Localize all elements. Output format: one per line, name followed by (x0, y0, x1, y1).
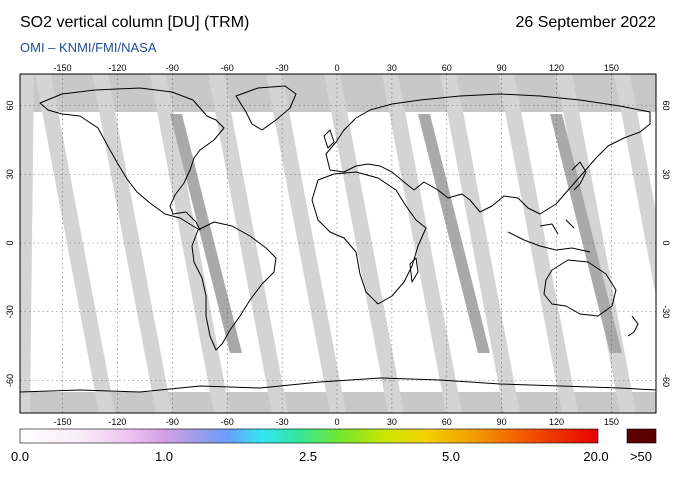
lon-tick-bottom-3: -60 (221, 417, 234, 427)
map-frame (19, 73, 657, 414)
swath-gap-11 (672, 74, 676, 413)
lat-tick-left-3: -30 (5, 305, 15, 318)
lon-tick-bottom-10: 150 (604, 417, 619, 427)
latitude-ticks-right: 60 30 0 -30 -60 (661, 100, 671, 387)
dark-strip-1 (418, 114, 490, 353)
colorbar-label-2: 2.5 (298, 449, 318, 464)
africa-coast (311, 171, 427, 305)
lon-tick-bottom-5: 0 (334, 417, 339, 427)
longitude-ticks-top: -150 -120 -90 -60 -30 0 30 60 90 120 150 (54, 63, 619, 73)
dark-strip-2 (550, 114, 622, 353)
lon-tick-top-0: -150 (54, 63, 72, 73)
latitude-ticks-left: 60 30 0 -30 -60 (5, 100, 15, 387)
uk-coast (323, 129, 335, 149)
colorbar-label-5: >50 (629, 449, 653, 464)
greenland-coast (235, 85, 297, 131)
swath-gap-6 (382, 74, 462, 413)
lon-tick-bottom-0: -150 (54, 417, 72, 427)
colorbar-label-0: 0.0 (10, 449, 30, 464)
map-date: 26 September 2022 (515, 14, 656, 31)
lon-tick-bottom-7: 60 (442, 417, 452, 427)
lon-tick-top-1: -120 (108, 63, 126, 73)
swath-gap-10 (614, 74, 656, 297)
colorbar-gradient (19, 428, 599, 444)
swath-gap-0 (35, 74, 115, 413)
indonesia-coast (507, 219, 591, 253)
swath-gap-1 (92, 74, 172, 413)
lon-tick-top-8: 90 (497, 63, 507, 73)
swath-gap-9 (556, 74, 636, 413)
lon-tick-top-7: 60 (442, 63, 452, 73)
swath-gap-left-edge (20, 74, 34, 413)
lon-tick-top-2: -90 (166, 63, 179, 73)
lat-tick-left-4: -60 (5, 374, 15, 387)
lat-tick-right-4: -60 (661, 374, 671, 387)
lon-tick-bottom-9: 120 (549, 417, 564, 427)
lat-tick-left-1: 30 (5, 169, 15, 179)
lon-tick-top-3: -60 (221, 63, 234, 73)
colorbar-overflow-swatch (626, 428, 657, 444)
longitude-ticks-bottom: -150 -120 -90 -60 -30 0 30 60 90 120 150 (54, 417, 619, 427)
lon-tick-top-10: 150 (604, 63, 619, 73)
lat-tick-left-2: 0 (5, 240, 15, 245)
data-source-credit: OMI – KNMI/FMI/NASA (20, 40, 157, 55)
swath-gaps (20, 74, 676, 413)
lon-tick-bottom-4: -30 (276, 417, 289, 427)
lon-tick-top-6: 30 (387, 63, 397, 73)
lon-tick-bottom-1: -120 (108, 417, 126, 427)
colorbar-label-4: 20.0 (583, 449, 609, 464)
lon-tick-top-9: 120 (549, 63, 564, 73)
swath-gap-2 (150, 74, 230, 413)
lon-tick-bottom-2: -90 (166, 417, 179, 427)
swath-gap-4 (266, 74, 346, 413)
south-america-coast (191, 221, 277, 351)
europe-asia-coast (325, 93, 651, 215)
swath-gap-8 (498, 74, 578, 413)
australia-coast (543, 259, 617, 317)
lon-tick-top-4: -30 (276, 63, 289, 73)
swath-gap-7 (440, 74, 520, 413)
lat-tick-right-1: 30 (661, 169, 671, 179)
map-title: SO2 vertical column [DU] (TRM) (20, 14, 250, 31)
coastlines (20, 85, 656, 393)
antarctica-coast (20, 377, 656, 393)
colorbar-label-3: 5.0 (441, 449, 461, 464)
swath-gap-3 (208, 74, 288, 413)
swath-gap-5 (324, 74, 404, 413)
colorbar-label-1: 1.0 (154, 449, 174, 464)
japan-coast (571, 161, 587, 191)
lat-tick-right-2: 0 (661, 240, 671, 245)
lon-tick-top-5: 0 (334, 63, 339, 73)
north-america-coast (39, 87, 225, 231)
lon-tick-bottom-8: 90 (497, 417, 507, 427)
madagascar-coast (409, 257, 419, 283)
new-zealand-coast (627, 315, 639, 337)
lat-tick-right-0: 60 (661, 100, 671, 110)
lat-tick-right-3: -30 (661, 305, 671, 318)
lon-tick-bottom-6: 30 (387, 417, 397, 427)
lat-tick-left-0: 60 (5, 100, 15, 110)
